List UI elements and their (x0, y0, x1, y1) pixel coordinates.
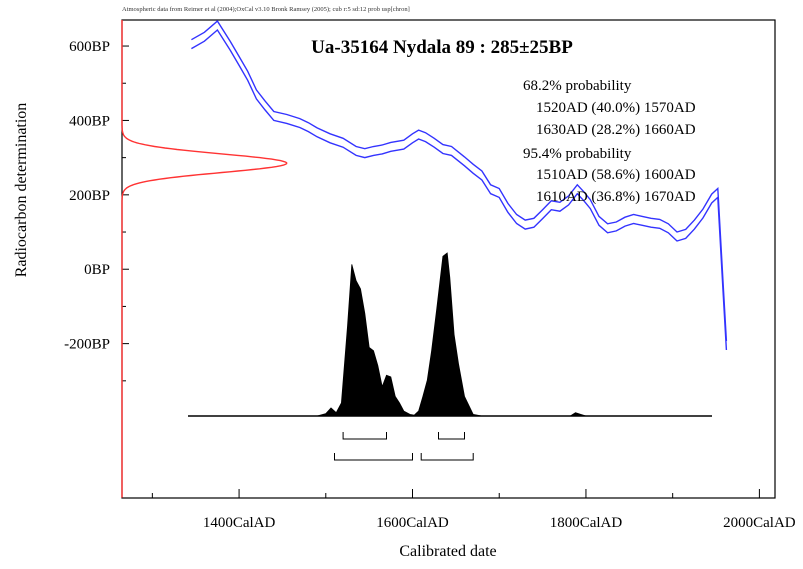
annotation-line: 1610AD (36.8%) 1670AD (536, 189, 696, 205)
chart-title: Ua-35164 Nydala 89 : 285±25BP (311, 37, 573, 58)
y-axis-label: Radiocarbon determination (13, 103, 30, 278)
annotation-line: 1510AD (58.6%) 1600AD (536, 167, 696, 183)
y-tick-label: 0BP (84, 262, 110, 278)
calibration-curve-lower (191, 28, 728, 351)
y-tick-label: 400BP (69, 113, 110, 129)
y-tick-label: 200BP (69, 188, 110, 204)
x-tick-labels: 1400CalAD 1600CalAD 1800CalAD 2000CalAD (203, 515, 796, 531)
x-tick-label: 2000CalAD (723, 515, 796, 531)
calibration-curve (191, 20, 728, 351)
x-tick-label: 1400CalAD (203, 515, 276, 531)
y-tick-label: -200BP (64, 337, 110, 353)
range-bracket (438, 432, 465, 440)
range-brackets (334, 432, 474, 461)
range-bracket (342, 432, 387, 440)
y-tick-label: 600BP (69, 39, 110, 55)
annotation-line: 1520AD (40.0%) 1570AD (536, 100, 696, 116)
header-note: Atmospheric data from Reimer et al (2004… (122, 6, 410, 13)
plot-frame (121, 19, 776, 499)
y-tick-labels: 600BP 400BP 200BP 0BP -200BP (64, 39, 110, 353)
x-tick-label: 1600CalAD (376, 515, 449, 531)
calibrated-distribution-area (316, 252, 587, 417)
measurement-distribution (121, 20, 288, 498)
probability-annotations: 68.2% probability 1520AD (40.0%) 1570AD 16… (523, 78, 696, 205)
annotation-line: 1630AD (28.2%) 1660AD (536, 122, 696, 138)
range-bracket (334, 453, 413, 461)
calibrated-distribution (188, 252, 712, 417)
calibration-curve-upper (191, 20, 728, 342)
x-tick-label: 1800CalAD (550, 515, 623, 531)
annotation-line: 95.4% probability (523, 146, 632, 162)
range-bracket (420, 453, 474, 461)
x-axis-label: Calibrated date (399, 543, 496, 560)
measurement-curve (121, 20, 288, 498)
annotation-line: 68.2% probability (523, 78, 632, 94)
